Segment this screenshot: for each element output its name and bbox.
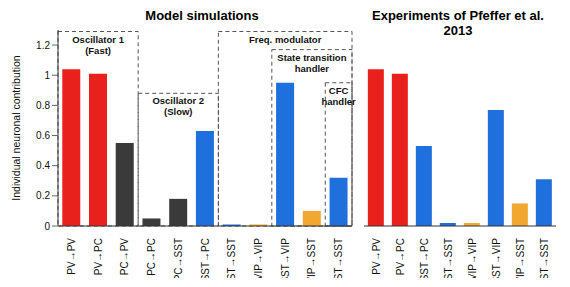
svg-text:Freq. modulator: Freq. modulator [249,34,322,45]
svg-text:1.2: 1.2 [36,40,50,51]
html-text:Experiments of Pfeffer et al.: Experiments of Pfeffer et al. 2013 [372,8,544,38]
svg-text:SST→SST: SST→SST [226,238,237,278]
svg-text:0.4: 0.4 [36,160,50,171]
svg-text:1: 1 [44,70,50,81]
svg-text:SST→SST: SST→SST [539,238,550,278]
html-text:Model simulations: Model simulations [145,8,259,23]
svg-text:SST→PC: SST→PC [419,238,430,278]
svg-text:PV→PV: PV→PV [371,238,382,275]
svg-text:PV→PV: PV→PV [66,238,77,275]
svg-text:0.8: 0.8 [36,100,50,111]
svg-text:PC→PC: PC→PC [146,238,157,276]
svg-text:Oscillator 1(Fast): Oscillator 1(Fast) [72,34,124,56]
svg-text:VIP→VIP: VIP→VIP [467,238,478,278]
svg-text:Individual neuronal contributi: Individual neuronal contribution [10,55,22,201]
svg-text:0.2: 0.2 [36,190,50,201]
svg-text:SST→VIP: SST→VIP [491,238,502,278]
svg-text:Oscillator 2(Slow): Oscillator 2(Slow) [152,95,204,117]
svg-text:SST→PC: SST→PC [200,238,211,278]
svg-text:CFChandler: CFChandler [321,85,356,107]
svg-text:SST→SST: SST→SST [443,238,454,278]
svg-text:State transitionhandler: State transitionhandler [277,52,346,74]
svg-text:0: 0 [44,221,50,232]
svg-text:PV→PC: PV→PC [93,238,104,275]
svg-text:VIP→VIP: VIP→VIP [253,238,264,278]
svg-text:SST→SST: SST→SST [333,238,344,278]
svg-text:VIP→SST: VIP→SST [306,238,317,278]
svg-text:SST→VIP: SST→VIP [280,238,291,278]
svg-text:VIP→SST: VIP→SST [515,238,526,278]
svg-text:PV→PC: PV→PC [395,238,406,275]
svg-text:PC→PV: PC→PV [119,238,130,276]
svg-text:0.6: 0.6 [36,130,50,141]
svg-text:PC→SST: PC→SST [173,238,184,278]
